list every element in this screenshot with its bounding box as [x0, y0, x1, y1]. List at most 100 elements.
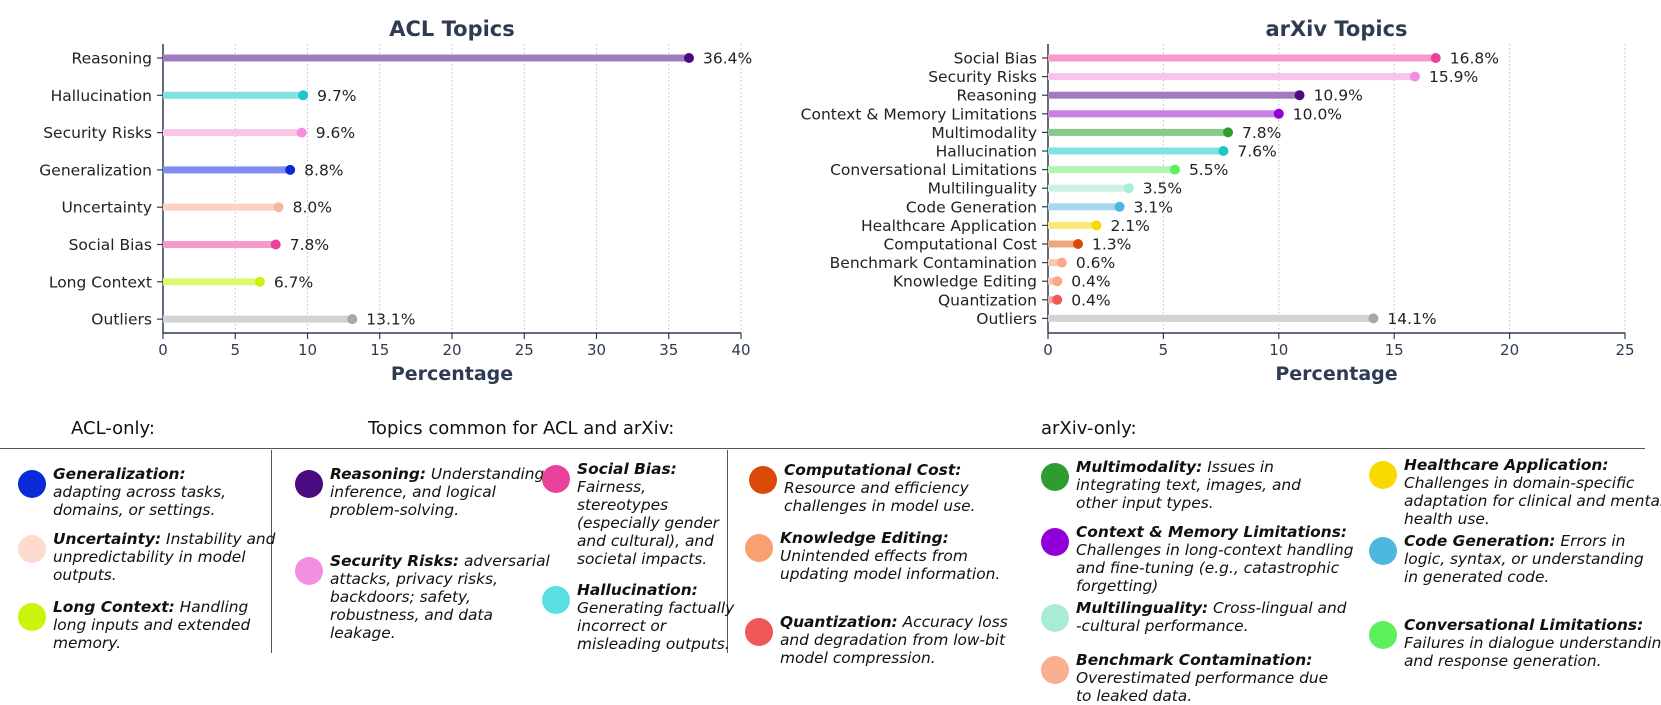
data-label-benchmark-contamination: 0.6% — [1076, 254, 1115, 272]
legend-dot-long-context — [18, 603, 46, 631]
data-label-reasoning: 10.9% — [1314, 87, 1363, 105]
legend-topic-description: Overestimated performance due to leaked … — [1076, 669, 1329, 705]
legend-topic-name: Quantization: — [780, 613, 898, 631]
y-tick-label-reasoning: Reasoning — [72, 50, 152, 68]
bar-context-memory-limitations — [1048, 110, 1279, 118]
x-tick-label: 0 — [158, 341, 168, 359]
bar-end-dot-multilinguality — [1123, 183, 1134, 194]
data-label-healthcare-application: 2.1% — [1110, 217, 1149, 235]
legend-item-reasoning: Reasoning: Understanding, inference, and… — [295, 465, 560, 519]
legend-text: Quantization: Accuracy loss and degradat… — [780, 613, 1030, 667]
bar-code-generation — [1048, 203, 1120, 211]
legend-item-hallucination: Hallucination: Generating factually inco… — [542, 581, 742, 653]
bar-end-dot-outliers — [347, 314, 358, 325]
bar-end-dot-social-bias — [1430, 53, 1441, 63]
bar-social-bias — [163, 241, 276, 248]
data-label-social-bias: 7.8% — [290, 236, 329, 254]
legend-text: Multilinguality: Cross-lingual and -cult… — [1076, 599, 1356, 635]
legend-text: Uncertainty: Instability and unpredictab… — [53, 530, 283, 584]
legend-item-social-bias: Social Bias: Fairness, stereotypes (espe… — [542, 460, 742, 568]
data-label-security-risks: 15.9% — [1429, 68, 1478, 86]
legend-item-computational-cost: Computational Cost: Resource and efficie… — [749, 461, 1034, 515]
legend-item-benchmark-contamination: Benchmark Contamination: Overestimated p… — [1041, 651, 1336, 705]
bar-end-dot-reasoning — [1294, 90, 1305, 101]
x-tick-label: 15 — [370, 341, 389, 359]
bar-multilinguality — [1048, 184, 1129, 192]
y-tick-label-quantization: Quantization — [938, 291, 1037, 309]
legend-item-generalization: Generalization: adapting across tasks, d… — [18, 465, 253, 519]
data-label-knowledge-editing: 0.4% — [1071, 273, 1110, 291]
legend-dot-security-risks — [295, 557, 323, 585]
legend-header-common: Topics common for ACL and arXiv: — [368, 418, 675, 439]
bar-end-dot-security-risks — [1409, 71, 1420, 82]
legend-text: Hallucination: Generating factually inco… — [577, 581, 742, 653]
chart-title: ACL Topics — [389, 17, 515, 41]
x-tick-label: 25 — [1615, 341, 1634, 359]
legend-item-context-memory-limitations: Context & Memory Limitations: Challenges… — [1041, 523, 1356, 595]
bar-end-dot-generalization — [285, 164, 296, 175]
legend-text: Generalization: adapting across tasks, d… — [53, 465, 253, 519]
legend-item-code-generation: Code Generation: Errors in logic, syntax… — [1369, 532, 1654, 586]
legend-text: Context & Memory Limitations: Challenges… — [1076, 523, 1356, 595]
bar-end-dot-social-bias — [270, 239, 281, 250]
y-tick-label-security-risks: Security Risks — [43, 124, 152, 142]
legend-dot-generalization — [18, 470, 46, 498]
x-tick-label: 20 — [1500, 341, 1519, 359]
bar-end-dot-hallucination — [1218, 146, 1229, 156]
legend-topic-name: Multilinguality: — [1076, 599, 1209, 617]
x-tick-label: 10 — [298, 341, 317, 359]
y-tick-label-generalization: Generalization — [39, 161, 152, 179]
data-label-security-risks: 9.6% — [316, 124, 355, 142]
data-label-code-generation: 3.1% — [1134, 198, 1173, 216]
legend-topic-name: Long Context: — [53, 598, 175, 616]
legend-item-multilinguality: Multilinguality: Cross-lingual and -cult… — [1041, 599, 1356, 635]
bar-end-dot-quantization — [1052, 294, 1063, 305]
y-tick-label-uncertainty: Uncertainty — [61, 199, 152, 217]
data-label-hallucination: 9.7% — [317, 87, 356, 105]
chart-1: arXiv Topics 0 5 10 15 20 25 Percentage Social B… — [801, 17, 1635, 385]
legend-dot-knowledge-editing — [745, 534, 773, 562]
bar-end-dot-knowledge-editing — [1052, 276, 1063, 287]
legend-text: Computational Cost: Resource and efficie… — [784, 461, 1034, 515]
y-tick-label-hallucination: Hallucination — [51, 87, 152, 105]
y-tick-label-multilinguality: Multilinguality — [928, 180, 1037, 198]
legend-item-conversational-limitations: Conversational Limitations: Failures in … — [1369, 616, 1661, 670]
bar-end-dot-uncertainty — [273, 202, 284, 213]
legend-item-healthcare-application: Healthcare Application: Challenges in do… — [1369, 456, 1661, 528]
bar-end-dot-code-generation — [1114, 201, 1125, 212]
y-tick-label-code-generation: Code Generation — [906, 198, 1037, 216]
legend-text: Security Risks: adversarial attacks, pri… — [330, 552, 560, 642]
legend-dot-reasoning — [295, 470, 323, 498]
chart-0: ACL Topics 0 5 10 15 20 25 30 35 40 Percentage Reas… — [39, 17, 752, 385]
bar-end-dot-reasoning — [683, 53, 694, 63]
legend-topic-description: Failures in dialogue understanding and r… — [1404, 634, 1661, 670]
y-tick-label-benchmark-contamination: Benchmark Contamination — [830, 254, 1037, 272]
legend-topic-description: Resource and efficiency challenges in mo… — [784, 479, 976, 515]
legend-dot-multimodality — [1041, 463, 1069, 491]
x-tick-label: 0 — [1043, 341, 1053, 359]
data-label-generalization: 8.8% — [304, 161, 343, 179]
x-axis-label: Percentage — [391, 363, 513, 385]
legend-topic-name: Social Bias: — [577, 460, 677, 478]
bar-long-context — [163, 278, 260, 286]
legend-dot-quantization — [745, 618, 773, 646]
data-label-outliers: 13.1% — [366, 311, 415, 329]
legend-topic-name: Conversational Limitations: — [1404, 616, 1644, 634]
data-label-long-context: 6.7% — [274, 273, 313, 291]
legend-dot-benchmark-contamination — [1041, 656, 1069, 684]
bar-end-dot-long-context — [254, 276, 265, 287]
legend-header-acl-only: ACL-only: — [71, 418, 155, 439]
legend-divider-acl-common — [271, 450, 272, 653]
bar-hallucination — [1048, 147, 1224, 155]
legend-text: Reasoning: Understanding, inference, and… — [330, 465, 560, 519]
bar-reasoning — [1048, 91, 1300, 99]
y-tick-label-outliers: Outliers — [91, 311, 152, 329]
legend-topic-name: Security Risks: — [330, 552, 460, 570]
data-label-uncertainty: 8.0% — [293, 199, 332, 217]
x-tick-label: 35 — [659, 341, 678, 359]
bar-hallucination — [163, 91, 304, 99]
legend-dot-uncertainty — [18, 535, 46, 563]
data-label-outliers: 14.1% — [1387, 310, 1436, 328]
y-tick-label-reasoning: Reasoning — [957, 87, 1037, 105]
legend-divider-common-arxiv — [727, 450, 728, 653]
